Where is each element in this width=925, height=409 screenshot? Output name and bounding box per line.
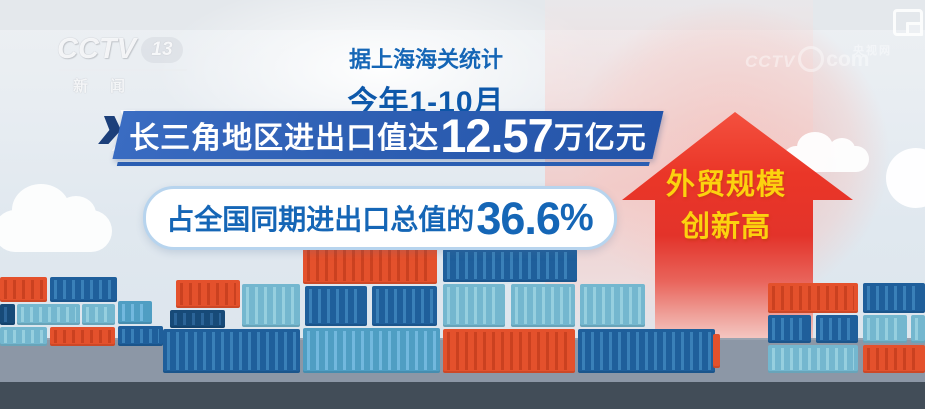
shipping-container (0, 277, 47, 302)
watermark-swirl-icon (798, 46, 825, 72)
shipping-container (118, 326, 163, 346)
shipping-container (863, 315, 907, 343)
banner-value: 12.57 (440, 108, 554, 162)
dock-ground (0, 382, 925, 409)
shipping-container (50, 327, 115, 346)
shipping-container (443, 249, 577, 282)
shipping-container (443, 284, 505, 327)
shipping-container (0, 304, 15, 325)
headline-banner-text: 长三角地区进出口值达 12.57 万亿元 (118, 111, 658, 159)
cloud-left (0, 184, 112, 252)
shipping-container (176, 280, 240, 308)
arrow-callout-line1: 外贸规模 (665, 169, 786, 201)
channel-logo-number-badge: 13 (140, 36, 183, 63)
arrow-callout-text: 外贸规模 创新高 (640, 164, 812, 248)
network-watermark: 央视网 CCTV com (745, 45, 920, 88)
shipping-container (372, 286, 437, 326)
headline-banner: 长三角地区进出口值达 12.57 万亿元 (112, 111, 664, 159)
shipping-container (118, 301, 152, 324)
stat-pill-value: 36.6 (476, 192, 561, 244)
header-source-line: 据上海海关统计 (348, 47, 503, 72)
shipping-container (713, 334, 720, 368)
watermark-brand: CCTV (745, 52, 796, 71)
channel-logo: CCTV 13 新闻 (57, 33, 197, 96)
banner-unit: 万亿元 (553, 122, 647, 155)
stat-pill-prefix: 占全国同期进出口总值的 (166, 204, 475, 235)
stat-pill-percent: % (559, 197, 594, 239)
arrow-callout-line2: 创新高 (680, 211, 771, 244)
shipping-container (82, 304, 115, 325)
watermark-domain: com (826, 48, 870, 71)
shipping-container (17, 304, 80, 325)
shipping-container (0, 327, 47, 346)
channel-logo-brand: CCTV (57, 33, 136, 65)
shipping-container (911, 315, 925, 343)
screen-icon-inner (906, 22, 923, 36)
banner-prefix: 长三角地区进出口值达 (129, 122, 440, 155)
shipping-container (50, 277, 117, 302)
shipping-container (170, 310, 225, 328)
shipping-container (163, 329, 300, 373)
shipping-container (863, 345, 925, 373)
shipping-container (578, 329, 715, 373)
shipping-container (305, 286, 367, 326)
shipping-container (768, 315, 811, 343)
channel-logo-subtitle: 新闻 (73, 78, 148, 95)
shipping-container (511, 284, 575, 327)
shipping-container (816, 315, 858, 343)
shipping-container (303, 328, 440, 373)
stat-pill: 占全国同期进出口总值的 36.6% (143, 186, 617, 250)
watermark-label: 央视网 (853, 45, 892, 57)
shipping-container (443, 329, 575, 373)
shipping-container (768, 283, 858, 313)
shipping-container (768, 345, 858, 373)
shipping-container (863, 283, 925, 313)
shipping-container (580, 284, 645, 327)
shipping-container (242, 284, 300, 327)
channel-logo-underline (58, 69, 188, 71)
screen-icon (893, 9, 923, 36)
